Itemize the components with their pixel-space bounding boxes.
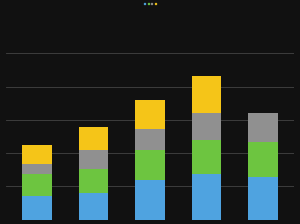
Bar <box>135 151 165 180</box>
Bar <box>79 193 108 220</box>
Bar <box>135 129 165 151</box>
Bar <box>192 174 221 220</box>
Legend: , , , : , , , <box>144 2 156 5</box>
Bar <box>192 76 221 113</box>
Bar <box>248 177 278 220</box>
Bar <box>135 180 165 220</box>
Bar <box>248 142 278 177</box>
Bar <box>22 145 52 164</box>
Bar <box>248 113 278 142</box>
Bar <box>22 174 52 196</box>
Bar <box>79 127 108 151</box>
Bar <box>135 100 165 129</box>
Bar <box>192 113 221 140</box>
Bar <box>79 169 108 193</box>
Bar <box>22 196 52 220</box>
Bar <box>192 140 221 174</box>
Bar <box>22 164 52 174</box>
Bar <box>79 151 108 169</box>
